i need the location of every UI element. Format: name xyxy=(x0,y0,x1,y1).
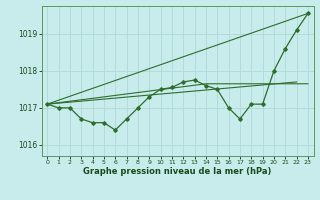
X-axis label: Graphe pression niveau de la mer (hPa): Graphe pression niveau de la mer (hPa) xyxy=(84,167,272,176)
